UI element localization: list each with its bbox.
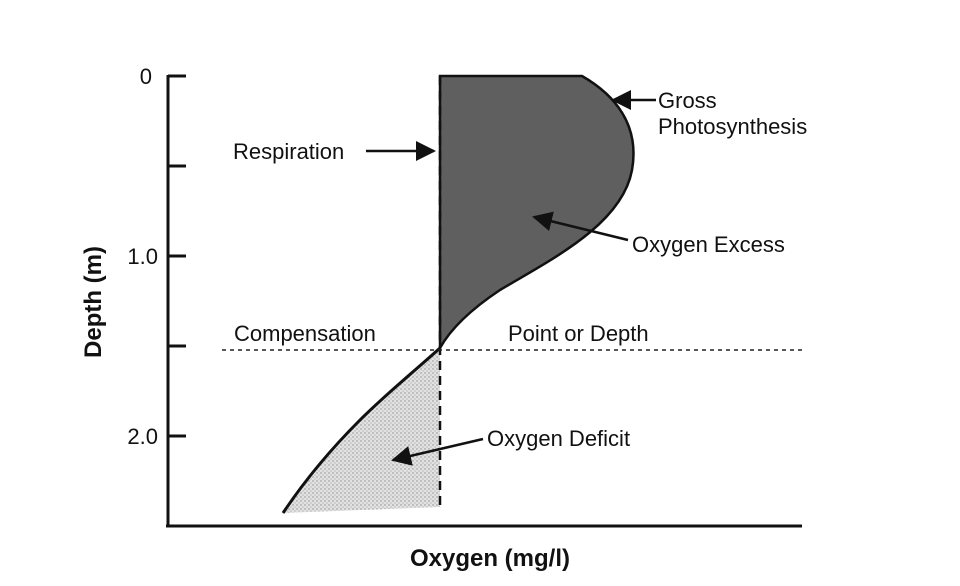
oxygen-deficit-arrow	[391, 437, 484, 466]
oxygen-excess-region	[438, 74, 635, 353]
photosynthesis-curve-lower	[281, 346, 442, 514]
gross-label-line2: Photosynthesis	[658, 114, 807, 139]
oxygen-excess-label: Oxygen Excess	[632, 232, 785, 257]
y-axis-title: Depth (m)	[80, 246, 107, 358]
oxygen-deficit-region	[283, 348, 440, 513]
y-tick-label-0: 0	[140, 64, 152, 89]
gross-label-line1: Gross	[658, 88, 717, 113]
compensation-label-right: Point or Depth	[508, 321, 649, 346]
y-tick-label-1-0: 1.0	[127, 244, 158, 269]
compensation-label-left: Compensation	[234, 321, 376, 346]
oxygen-excess-arrow	[532, 211, 629, 242]
x-axis-title: Oxygen (mg/l)	[410, 545, 570, 572]
respiration-label: Respiration	[233, 139, 344, 164]
oxygen-deficit-label: Oxygen Deficit	[487, 426, 630, 451]
y-tick-label-2-0: 2.0	[127, 424, 158, 449]
